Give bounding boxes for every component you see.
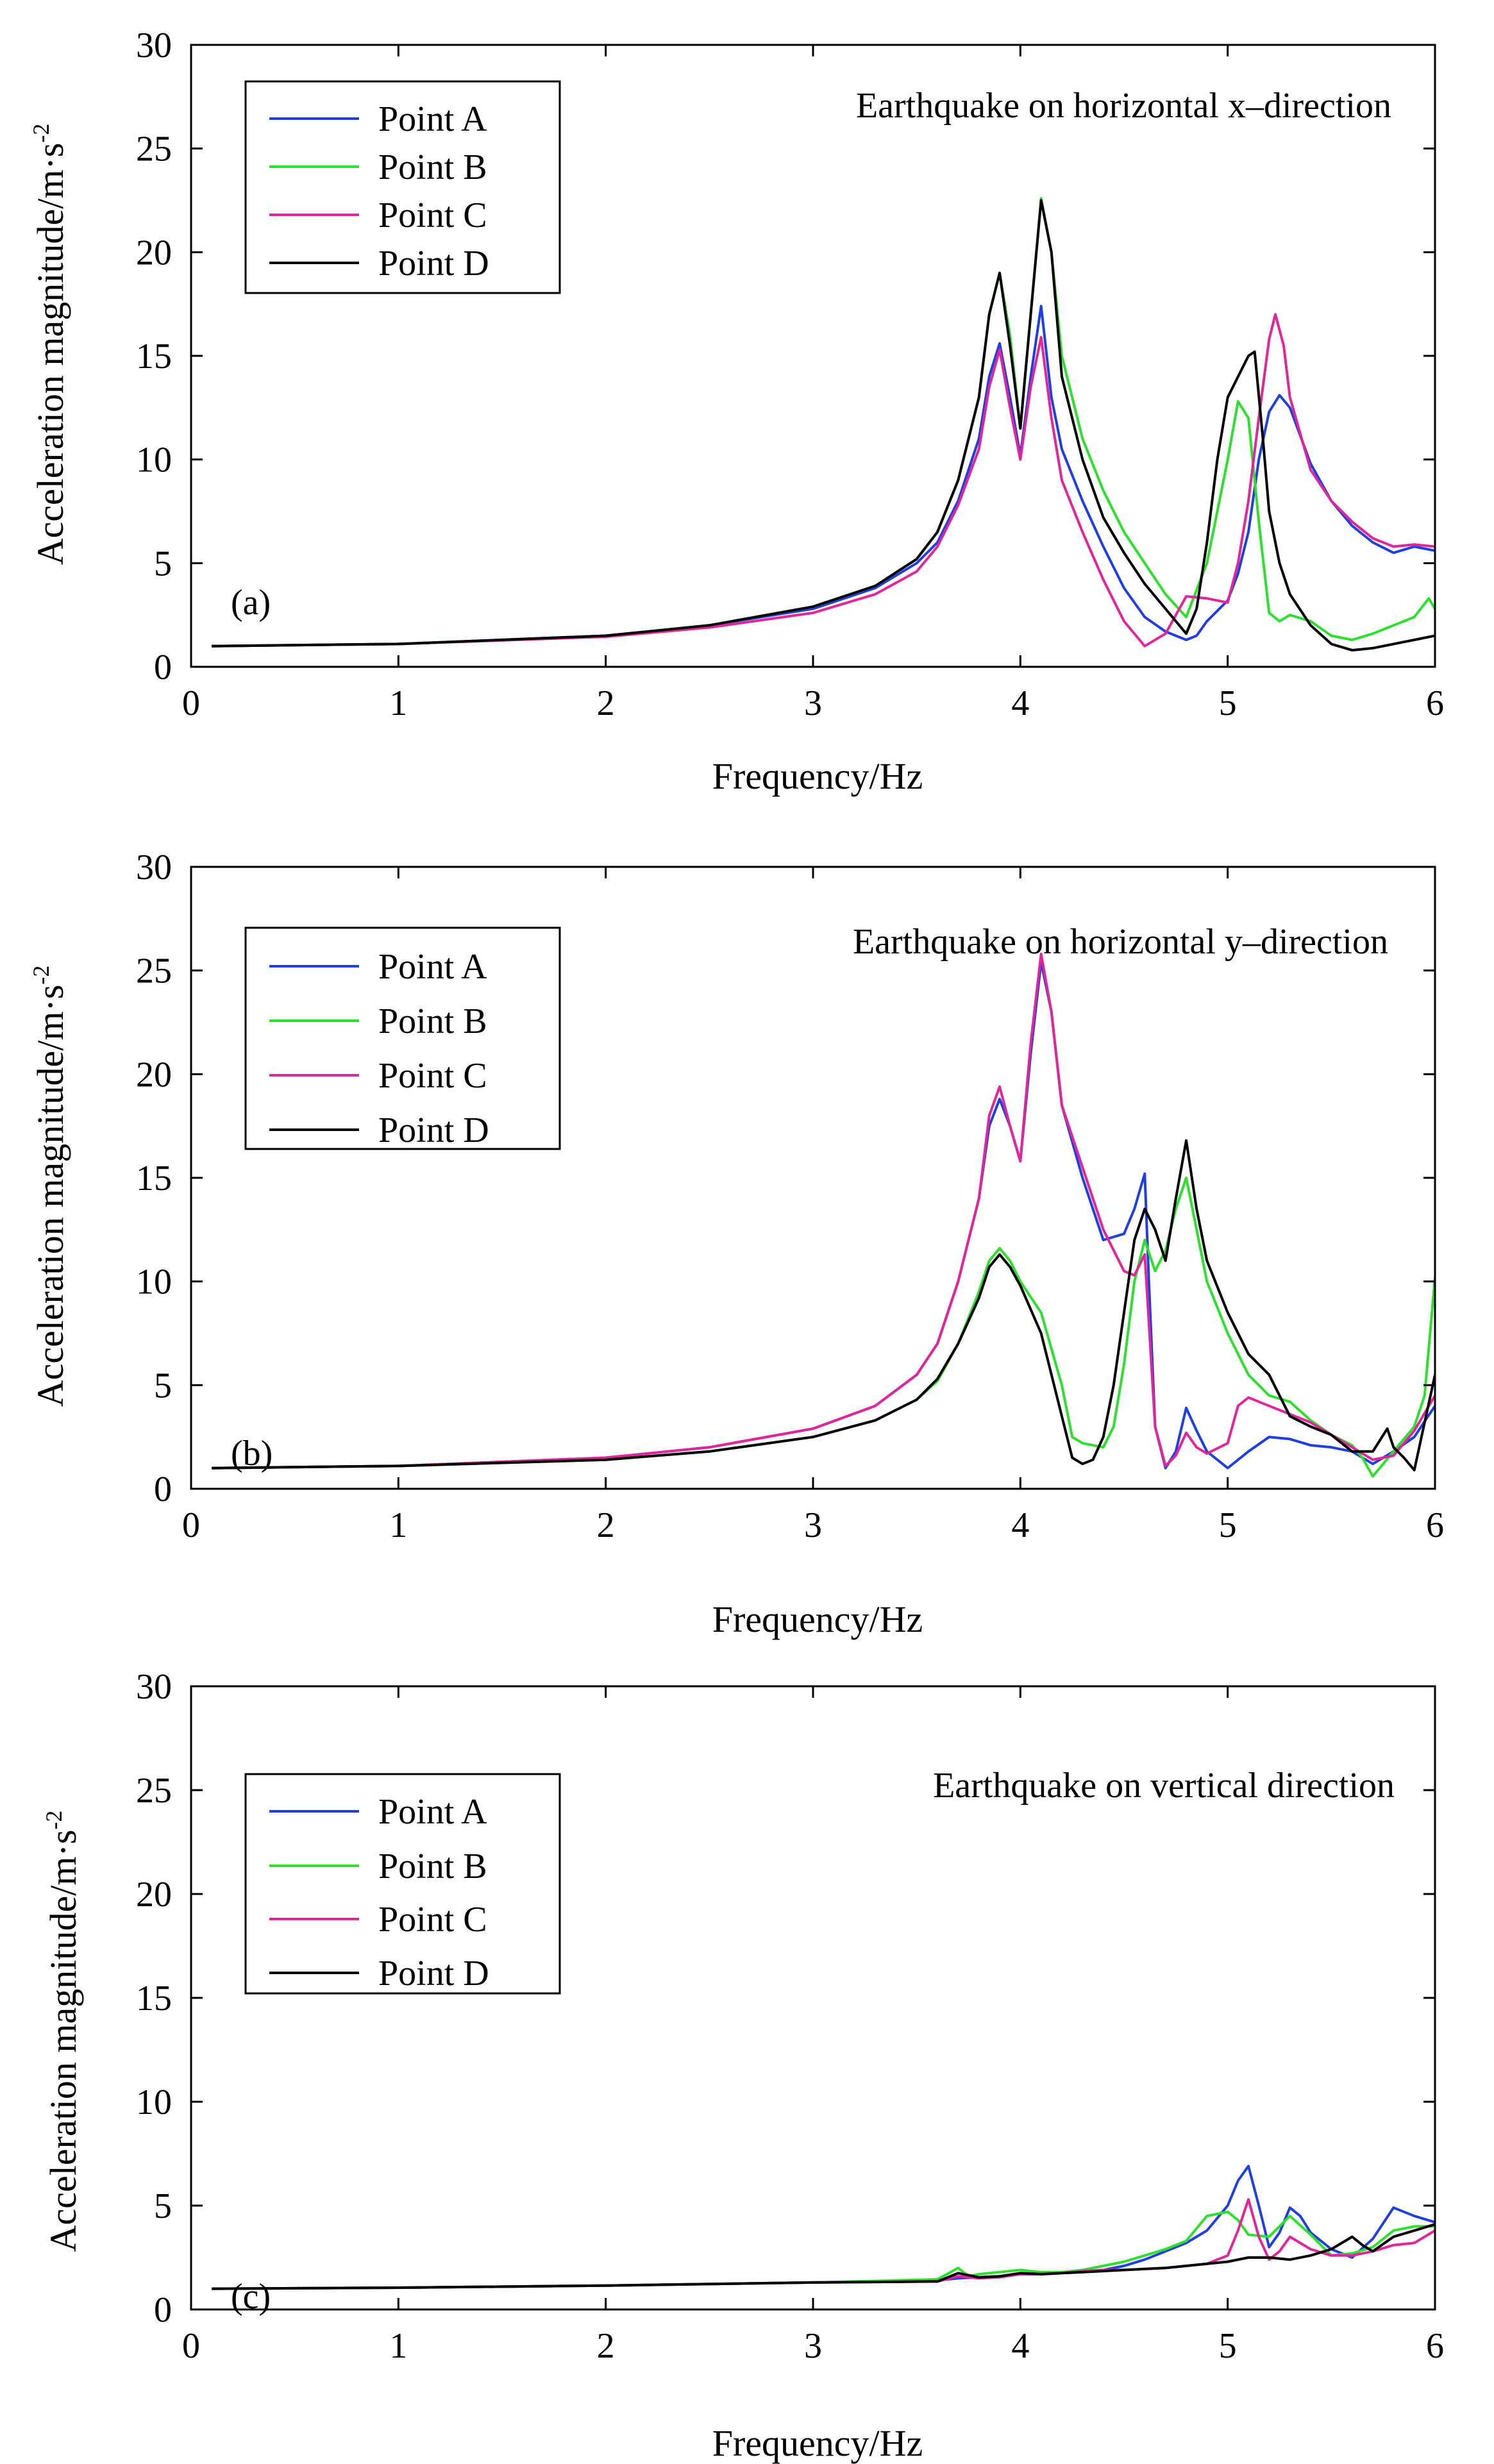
y-axis-title: Acceleration magnitude/m·s-2 <box>28 124 71 566</box>
y-tick-label: 20 <box>136 1055 172 1094</box>
legend-label: Point B <box>378 1002 487 1041</box>
x-axis-title: Frequency/Hz <box>712 1598 923 1640</box>
y-tick-label: 5 <box>154 2186 172 2226</box>
y-tick-label: 5 <box>154 544 172 583</box>
y-tick-label: 5 <box>154 1366 172 1405</box>
y-tick-label: 0 <box>154 648 172 687</box>
y-tick-label: 30 <box>136 26 172 65</box>
legend-item: Point A <box>269 947 487 987</box>
panel-b: Acceleration magnitude/m·s-2 0 1 2 3 4 5 6 0 5 10… <box>28 848 1444 1640</box>
legend-label: Point B <box>378 147 487 187</box>
x-tick-label: 5 <box>1219 2326 1237 2366</box>
legend-item: Point B <box>269 147 487 187</box>
plot-area: 0 1 2 3 4 5 6 0 5 10 15 20 25 30 <box>136 26 1444 723</box>
x-tick-label: 4 <box>1011 683 1029 723</box>
legend-label: Point D <box>378 244 489 283</box>
x-axis-title: Frequency/Hz <box>712 2422 923 2464</box>
x-tick-label: 6 <box>1426 683 1444 723</box>
series-line-point-d <box>212 2223 1435 2290</box>
x-tick-label: 1 <box>389 683 407 723</box>
x-axis-title: Frequency/Hz <box>712 755 923 797</box>
series-line-point-b <box>212 1177 1435 1478</box>
legend-item: Point C <box>269 1056 487 1096</box>
x-tick-label: 1 <box>389 2326 407 2366</box>
y-tick-label: 20 <box>136 233 172 272</box>
legend-item: Point C <box>269 196 487 235</box>
panel-label: (a) <box>231 583 271 623</box>
panel-label: (b) <box>231 1434 273 1473</box>
legend-label: Point C <box>378 196 487 235</box>
x-tick-label: 2 <box>597 1505 615 1545</box>
y-axis-title: Acceleration magnitude/m·s-2 <box>41 1811 84 2252</box>
x-tick-label: 2 <box>597 683 615 723</box>
legend-label: Point C <box>378 1900 487 1940</box>
x-tick-label: 0 <box>182 2326 200 2366</box>
y-axis-title: Acceleration magnitude/m·s-2 <box>28 966 71 1407</box>
plot-area: 0 1 2 3 4 5 6 0 5 10 15 20 25 30 <box>136 848 1444 1545</box>
series-line-point-c <box>212 313 1435 648</box>
legend-item: Point B <box>269 1847 487 1886</box>
legend-item: Point A <box>269 99 487 139</box>
legend-label: Point D <box>378 1110 489 1150</box>
y-tick-label: 30 <box>136 1667 172 1707</box>
legend-item: Point B <box>269 1002 487 1041</box>
legend-item: Point A <box>269 1792 487 1832</box>
plot-area: 0 1 2 3 4 5 6 0 5 10 15 20 25 30 <box>136 1667 1444 2366</box>
series-line-point-d <box>212 199 1435 652</box>
panel-c: Acceleration magnitude/m·s-2 0 1 2 3 4 5 6 0 5 10… <box>41 1667 1444 2464</box>
y-tick-label: 10 <box>136 440 172 480</box>
series-line-point-d <box>212 1139 1435 1471</box>
x-tick-label: 0 <box>182 1505 200 1545</box>
y-tick-label: 30 <box>136 848 172 887</box>
legend-item: Point D <box>269 1110 489 1150</box>
legend-item: Point D <box>269 1954 489 1993</box>
y-tick-label: 25 <box>136 1771 172 1811</box>
y-tick-label: 15 <box>136 1979 172 2018</box>
x-tick-label: 5 <box>1219 1505 1237 1545</box>
chart-annotation: Earthquake on horizontal x–direction <box>856 86 1391 126</box>
legend-label: Point C <box>378 1056 487 1096</box>
legend: Point A Point B Point C Point D <box>244 926 561 1150</box>
x-tick-label: 3 <box>804 2326 822 2366</box>
x-tick-label: 6 <box>1426 1505 1444 1545</box>
y-tick-label: 20 <box>136 1875 172 1915</box>
legend-box <box>244 926 561 1150</box>
y-tick-label: 0 <box>154 1470 172 1509</box>
legend-item: Point D <box>269 244 489 283</box>
x-tick-label: 4 <box>1011 1505 1029 1545</box>
x-tick-label: 6 <box>1426 2326 1444 2366</box>
chart-annotation: Earthquake on horizontal y–direction <box>853 922 1388 962</box>
y-tick-label: 25 <box>136 951 172 991</box>
legend-label: Point A <box>378 99 487 139</box>
panel-a: Acceleration magnitude/m·s-2 0 1 2 3 4 5 6 0 5 10… <box>28 26 1444 797</box>
y-tick-label: 15 <box>136 1159 172 1198</box>
legend-label: Point A <box>378 947 487 987</box>
legend-box <box>244 80 561 294</box>
y-tick-label: 10 <box>136 1262 172 1302</box>
legend-label: Point A <box>378 1792 487 1832</box>
panel-label: (c) <box>231 2277 271 2317</box>
x-tick-label: 3 <box>804 683 822 723</box>
x-tick-label: 3 <box>804 1505 822 1545</box>
y-tick-label: 10 <box>136 2083 172 2122</box>
x-tick-label: 2 <box>597 2326 615 2366</box>
legend: Point A Point B Point C Point D <box>244 80 561 294</box>
legend: Point A Point B Point C Point D <box>244 1773 561 1995</box>
legend-label: Point D <box>378 1954 489 1993</box>
x-tick-label: 5 <box>1219 683 1237 723</box>
y-tick-label: 25 <box>136 130 172 169</box>
y-tick-label: 0 <box>154 2290 172 2330</box>
y-tick-label: 15 <box>136 337 172 376</box>
x-tick-label: 0 <box>182 683 200 723</box>
legend-item: Point C <box>269 1900 487 1940</box>
chart-annotation: Earthquake on vertical direction <box>933 1766 1395 1806</box>
x-tick-label: 4 <box>1011 2326 1029 2366</box>
legend-label: Point B <box>378 1847 487 1886</box>
x-tick-label: 1 <box>389 1505 407 1545</box>
